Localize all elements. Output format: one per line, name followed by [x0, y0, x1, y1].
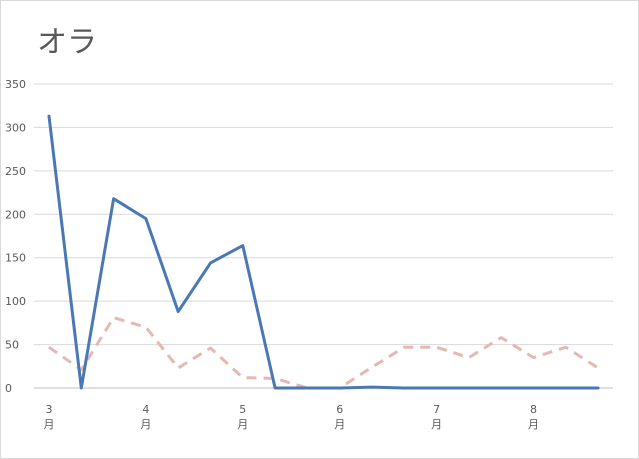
- x-tick-label-4: 4: [142, 403, 149, 416]
- y-tick-label-50: 50: [5, 339, 19, 352]
- series-line-1: [47, 114, 600, 390]
- series-line-2: [48, 316, 599, 390]
- x-tick-unit-8: 月: [528, 418, 539, 431]
- x-tick-unit-5: 月: [237, 418, 248, 431]
- x-tick-unit-7: 月: [431, 418, 442, 431]
- x-tick-label-5: 5: [239, 403, 246, 416]
- y-tick-label-0: 0: [5, 382, 12, 395]
- x-tick-label-7: 7: [433, 403, 440, 416]
- x-tick-label-6: 6: [336, 403, 343, 416]
- y-tick-label-300: 300: [5, 121, 26, 134]
- x-tick-unit-4: 月: [140, 418, 151, 431]
- y-tick-label-350: 350: [5, 78, 26, 91]
- chart-title: オラ: [37, 25, 97, 60]
- x-tick-unit-6: 月: [334, 418, 345, 431]
- y-tick-label-200: 200: [5, 208, 26, 221]
- y-tick-label-100: 100: [5, 295, 26, 308]
- x-tick-label-3: 3: [46, 403, 53, 416]
- y-tick-label-250: 250: [5, 165, 26, 178]
- x-tick-label-8: 8: [530, 403, 537, 416]
- y-tick-label-150: 150: [5, 252, 26, 265]
- x-tick-unit-3: 月: [44, 418, 55, 431]
